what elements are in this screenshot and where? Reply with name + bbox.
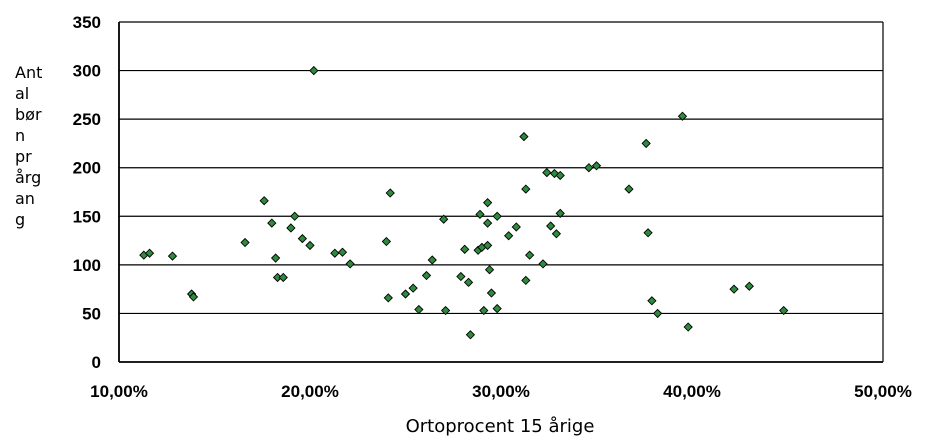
data-point-8 <box>270 253 281 263</box>
x-tick-label-2: 30,00% <box>472 382 530 401</box>
data-point-12 <box>290 211 300 221</box>
data-point-41 <box>486 288 497 298</box>
x-tick-label-1: 20,00% <box>281 382 339 401</box>
data-point-6 <box>259 196 269 206</box>
data-point-30 <box>460 244 470 254</box>
y-tick-labels: 0 50 100 150 200 250 300 350 <box>73 13 101 372</box>
data-point-36 <box>479 305 489 316</box>
x-tick-label-3: 40,00% <box>663 382 721 401</box>
x-tick-label-4: 50,00% <box>854 382 912 401</box>
data-point-40 <box>484 265 495 275</box>
data-point-25 <box>421 270 432 281</box>
data-point-37 <box>482 240 493 251</box>
data-point-64 <box>677 111 688 121</box>
data-point-48 <box>521 275 531 286</box>
data-point-51 <box>542 167 552 178</box>
data-point-15 <box>309 65 319 76</box>
data-point-31 <box>463 277 474 287</box>
data-point-55 <box>555 170 565 181</box>
data-point-5 <box>240 237 250 248</box>
data-point-7 <box>267 218 277 228</box>
data-point-17 <box>337 247 348 257</box>
data-point-2 <box>167 251 178 261</box>
data-point-21 <box>385 188 395 198</box>
data-point-34 <box>475 209 485 219</box>
x-tick-labels: 10,00% 20,00% 30,00% 40,00% 50,00% <box>90 382 912 401</box>
data-point-38 <box>482 198 493 208</box>
data-point-42 <box>492 211 502 221</box>
data-point-62 <box>647 296 657 306</box>
data-point-22 <box>400 289 411 299</box>
x-tick-label-0: 10,00% <box>90 382 148 401</box>
data-point-4 <box>188 292 199 302</box>
data-point-19 <box>381 236 392 247</box>
gridlines <box>118 21 884 363</box>
y-tick-label-50: 50 <box>82 304 101 323</box>
data-point-67 <box>744 281 754 291</box>
data-point-46 <box>519 131 529 142</box>
data-point-18 <box>345 259 355 269</box>
y-tick-label-0: 0 <box>92 353 101 372</box>
y-axis-label: Ant al bør n pr årg an g <box>15 63 42 229</box>
y-axis-label-line-2: bør <box>15 105 42 124</box>
data-point-32 <box>465 330 476 340</box>
data-point-58 <box>591 161 602 171</box>
data-point-11 <box>286 223 296 233</box>
data-point-45 <box>511 222 521 232</box>
data-point-49 <box>525 250 535 260</box>
data-point-13 <box>297 233 307 244</box>
data-point-59 <box>624 184 634 194</box>
data-points <box>139 65 789 340</box>
data-point-57 <box>584 163 594 173</box>
data-point-24 <box>414 304 424 315</box>
data-point-66 <box>729 284 739 294</box>
data-point-23 <box>408 283 418 293</box>
data-point-16 <box>330 248 340 258</box>
data-point-14 <box>305 240 315 251</box>
data-point-54 <box>551 229 562 239</box>
data-point-47 <box>521 184 531 194</box>
x-axis-label: Ortoprocent 15 årige <box>406 416 595 437</box>
y-axis-label-line-3: n <box>15 126 25 145</box>
y-tick-label-350: 350 <box>73 13 101 32</box>
data-point-61 <box>643 228 653 238</box>
y-tick-label-200: 200 <box>73 159 101 178</box>
y-axis-label-line-1: al <box>15 84 29 103</box>
y-axis-label-line-7: g <box>15 210 25 229</box>
y-tick-label-100: 100 <box>73 256 101 275</box>
y-tick-label-250: 250 <box>73 110 101 129</box>
y-tick-label-150: 150 <box>73 207 101 226</box>
data-point-50 <box>538 259 548 269</box>
data-point-65 <box>683 322 693 332</box>
data-point-1 <box>144 248 155 258</box>
y-axis-label-line-0: Ant <box>15 63 42 82</box>
data-point-28 <box>440 305 451 316</box>
data-point-44 <box>504 231 514 241</box>
y-axis-label-line-4: pr <box>15 147 32 166</box>
data-point-56 <box>555 208 565 219</box>
y-tick-label-300: 300 <box>73 62 101 81</box>
data-point-52 <box>546 221 556 231</box>
data-point-60 <box>641 138 651 149</box>
data-point-10 <box>278 272 288 283</box>
data-point-63 <box>652 308 663 319</box>
data-point-20 <box>383 293 393 303</box>
data-point-68 <box>779 305 789 316</box>
data-point-39 <box>482 218 493 228</box>
data-point-26 <box>427 255 437 265</box>
data-point-29 <box>456 271 466 282</box>
y-axis-label-line-6: an <box>15 189 35 208</box>
data-point-27 <box>439 214 449 224</box>
data-point-43 <box>492 303 502 314</box>
y-axis-label-line-5: årg <box>15 168 41 187</box>
